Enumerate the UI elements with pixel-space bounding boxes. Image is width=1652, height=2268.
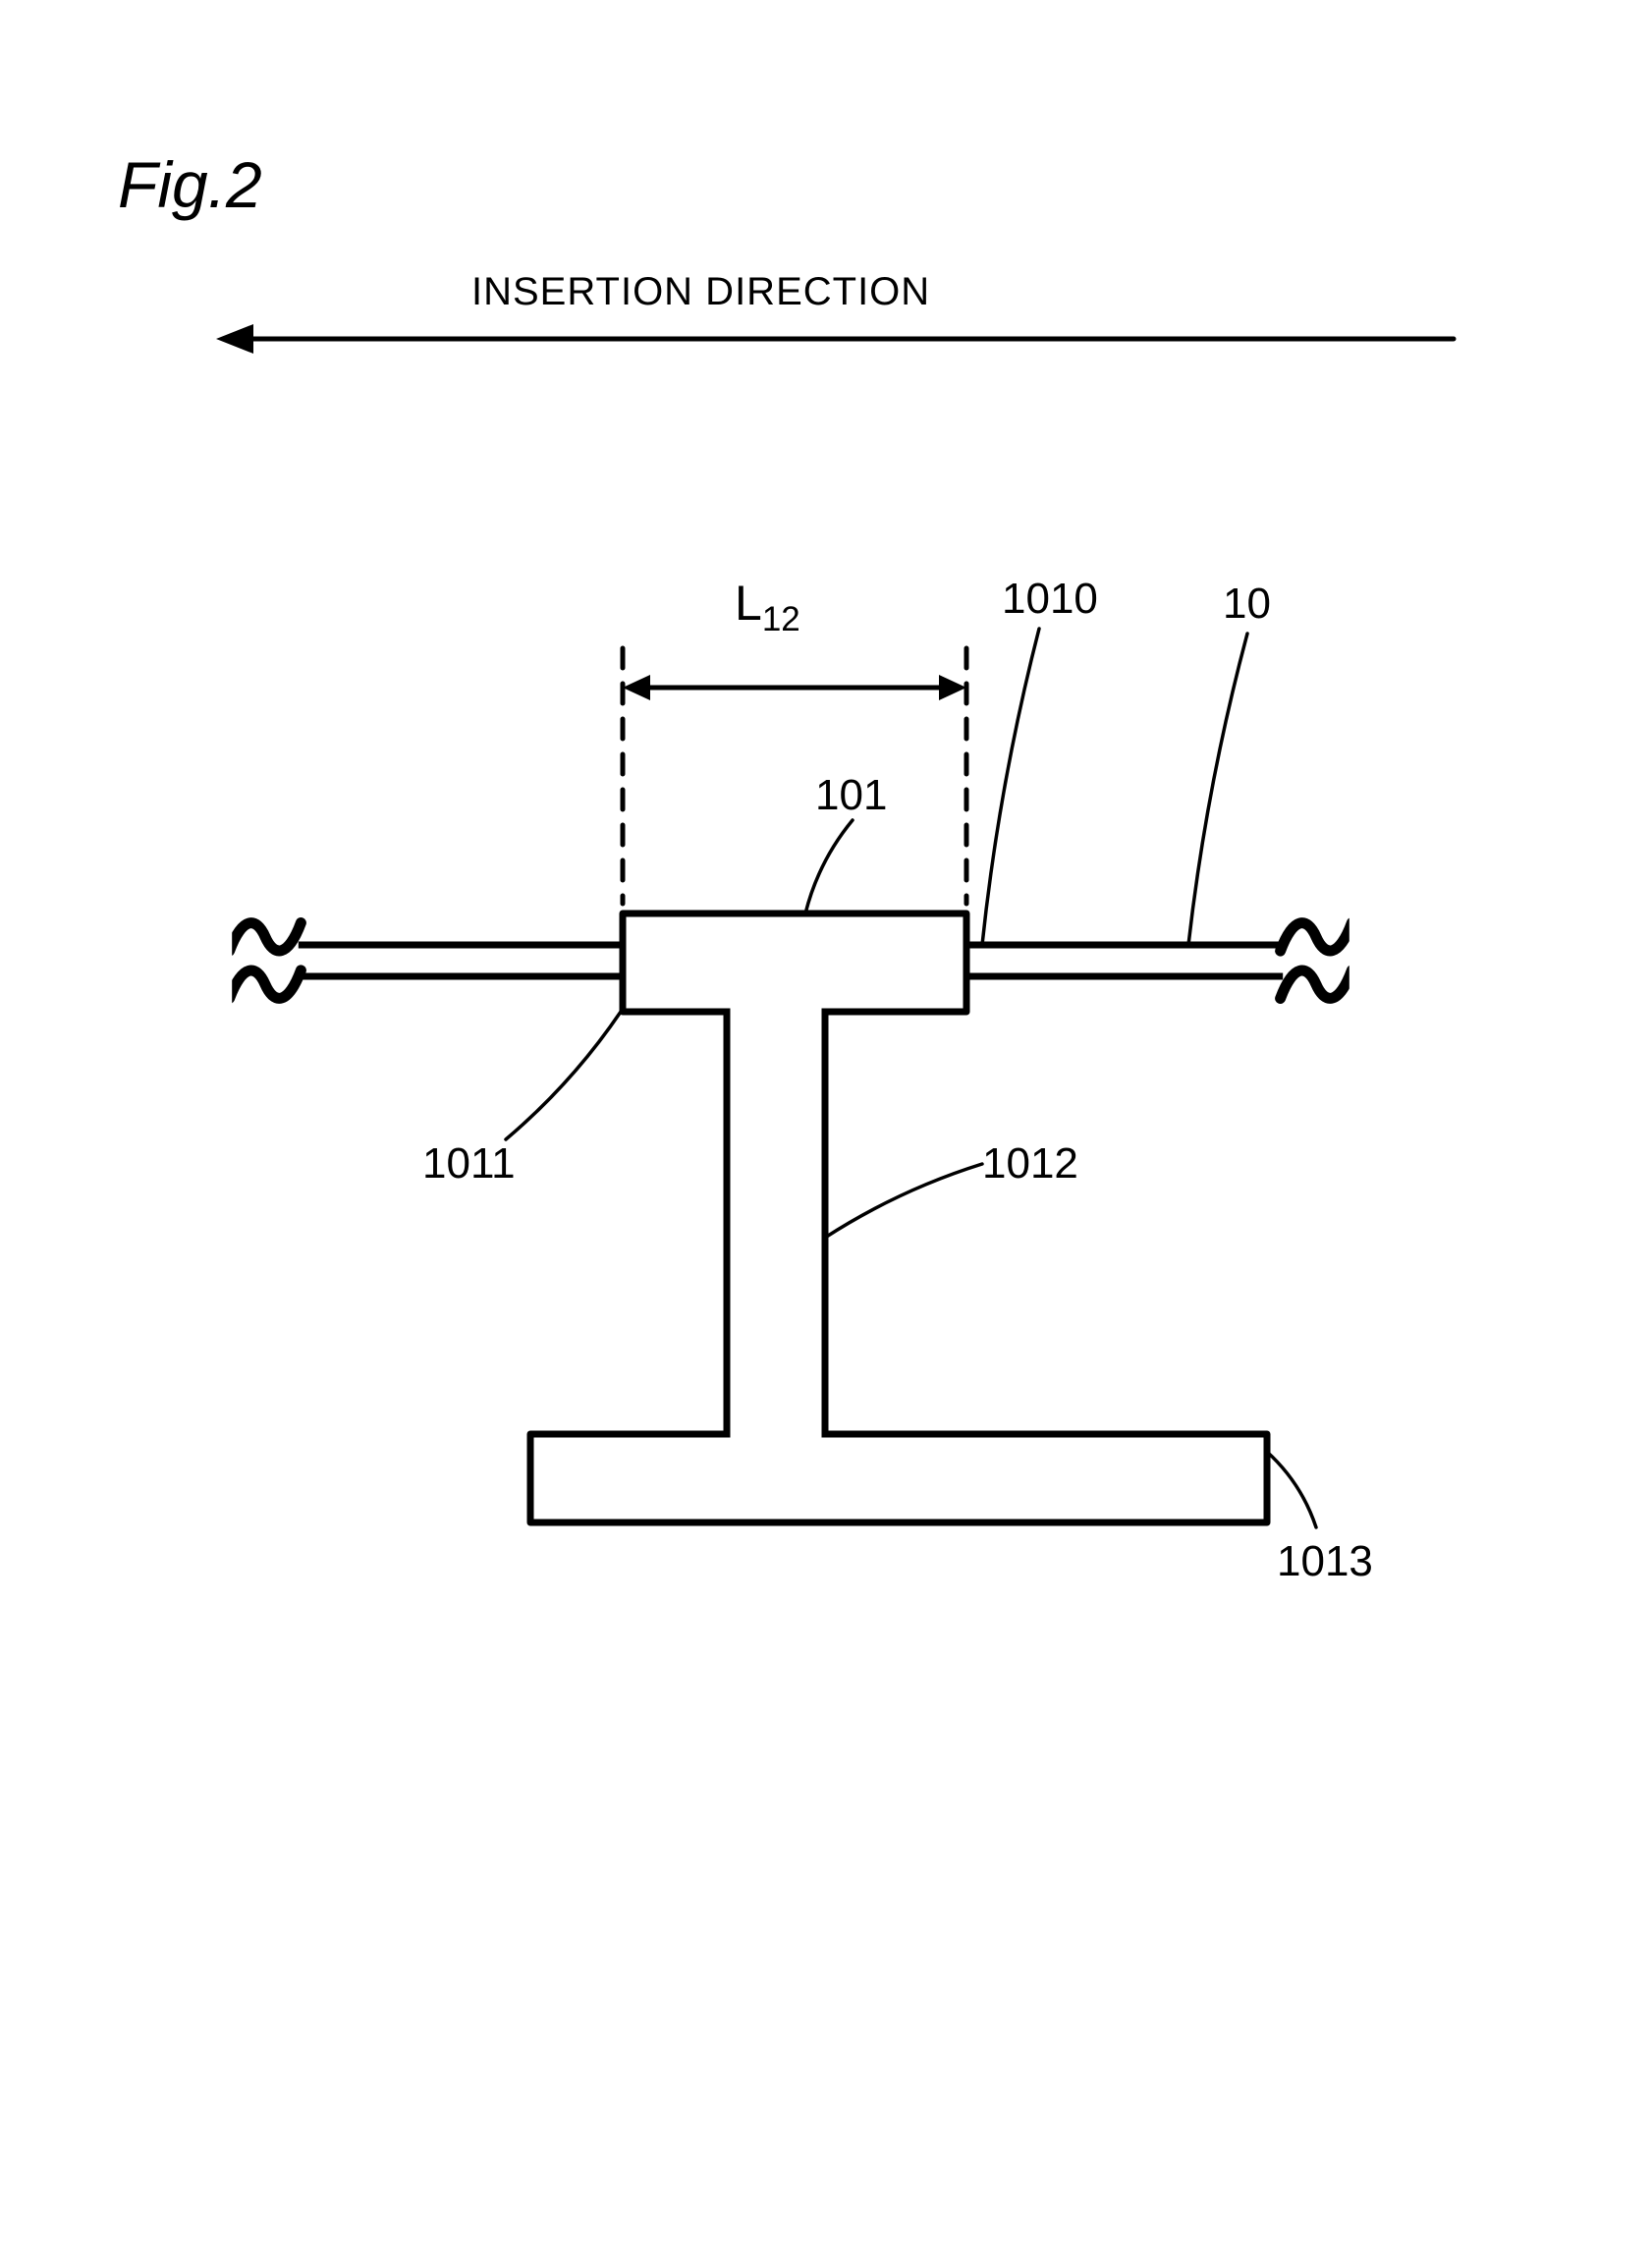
diagram-svg [0,0,1652,2268]
page: { "figure": { "title": "Fig.2", "title_f… [0,0,1652,2268]
